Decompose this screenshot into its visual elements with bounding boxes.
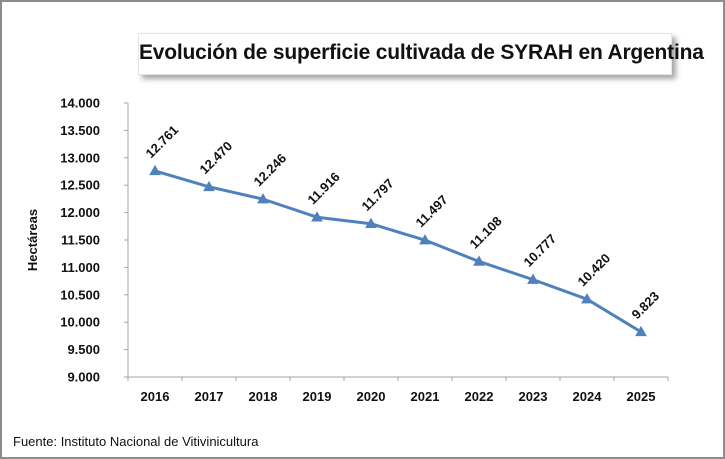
x-tick-label: 2020 xyxy=(357,389,386,404)
data-label: 10.420 xyxy=(575,251,614,290)
data-point-marker xyxy=(257,193,269,204)
y-tick-label: 13.000 xyxy=(60,150,100,165)
chart-title: Evolución de superficie cultivada de SYR… xyxy=(139,41,704,64)
chart-title-box: Evolución de superficie cultivada de SYR… xyxy=(138,33,704,75)
data-point-marker xyxy=(473,255,485,266)
x-axis: 2016 2017 2018 2019 2020 2021 2022 2023 2024 2025 xyxy=(127,376,669,404)
data-label: 11.797 xyxy=(359,176,397,214)
y-tick-label: 11.000 xyxy=(61,260,100,275)
data-label: 12.761 xyxy=(143,122,182,161)
data-point-marker xyxy=(527,273,539,284)
y-tick-label: 9.000 xyxy=(67,370,100,385)
y-tick-label: 9.500 xyxy=(67,342,100,357)
y-axis-title: Hectáreas xyxy=(25,209,40,271)
y-tick-label: 10.000 xyxy=(60,315,100,330)
data-point-marker xyxy=(365,217,377,228)
data-point-marker xyxy=(581,293,593,304)
x-tick-label: 2025 xyxy=(627,389,656,404)
series-group: 12.761 12.470 12.246 11.916 11.797 11.497 11.1… xyxy=(143,122,663,337)
data-point-marker xyxy=(149,164,161,176)
y-tick-label: 10.500 xyxy=(60,287,100,302)
series-line xyxy=(154,169,642,334)
y-tick-label: 13.500 xyxy=(60,123,100,138)
y-tick-label: 11.500 xyxy=(61,233,100,248)
data-label: 11.497 xyxy=(413,192,451,230)
x-tick-label: 2024 xyxy=(573,389,603,404)
x-tick-label: 2019 xyxy=(303,389,332,404)
data-point-marker xyxy=(635,325,647,337)
y-tick-label: 12.500 xyxy=(60,178,100,193)
data-label: 11.108 xyxy=(467,213,505,251)
y-tick-label: 14.000 xyxy=(60,96,100,111)
x-tick-label: 2016 xyxy=(141,389,170,404)
x-tick-label: 2023 xyxy=(519,389,548,404)
data-label: 11.916 xyxy=(305,169,343,207)
data-label: 12.246 xyxy=(251,151,290,190)
data-label: 12.470 xyxy=(197,138,236,177)
source-note: Fuente: Instituto Nacional de Vitivinicu… xyxy=(13,434,259,449)
data-point-marker xyxy=(311,211,323,222)
data-label: 10.777 xyxy=(521,231,560,270)
data-label: 9.823 xyxy=(629,288,663,322)
x-tick-label: 2018 xyxy=(249,389,278,404)
data-point-marker xyxy=(203,180,215,192)
x-tick-label: 2022 xyxy=(465,389,494,404)
data-point-marker xyxy=(419,234,431,245)
x-tick-label: 2021 xyxy=(411,389,440,404)
y-tick-label: 12.000 xyxy=(60,205,100,220)
y-axis: 9.000 9.500 10.000 10.500 11.000 11.500 12.000… xyxy=(60,96,129,385)
x-tick-label: 2017 xyxy=(195,389,224,404)
